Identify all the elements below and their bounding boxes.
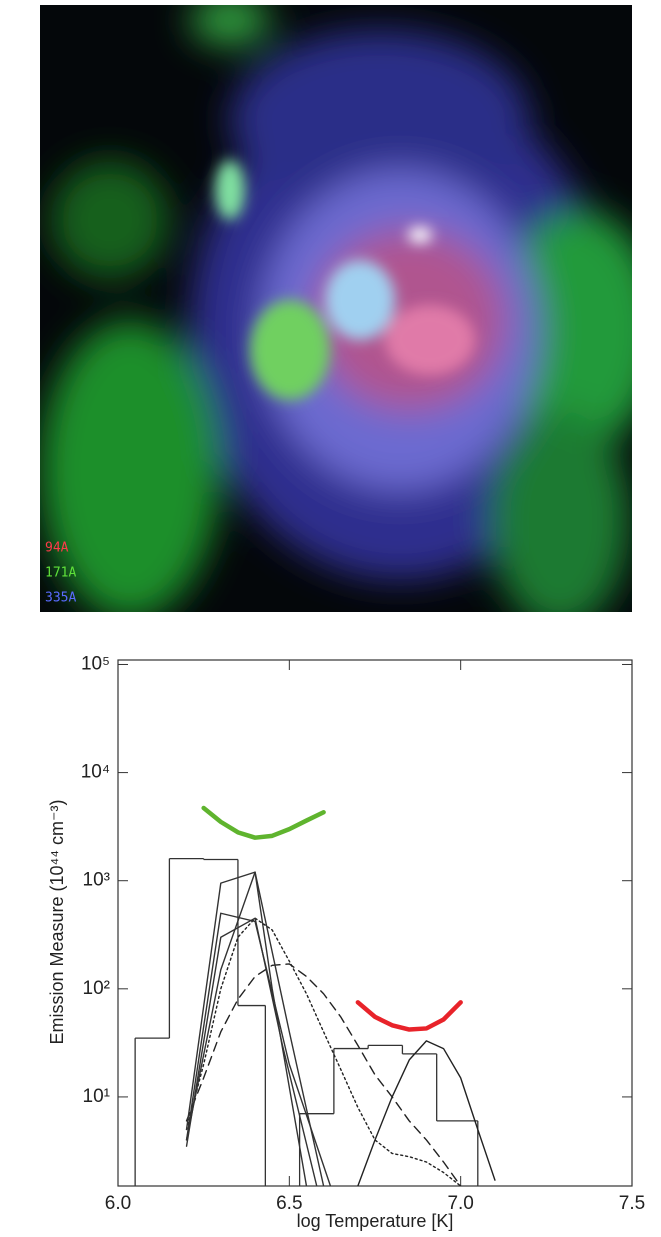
x-tick-label: 6.0: [105, 1193, 131, 1214]
data-line: [187, 913, 331, 1186]
image-label: 171A: [45, 566, 76, 581]
data-line: [204, 808, 324, 838]
figure: 94A 171A 335A log Temperature [K] Emission…: [0, 0, 661, 1237]
data-line: [358, 1041, 495, 1186]
solar-image: [40, 0, 660, 630]
plot-frame: [118, 660, 632, 1186]
y-tick-label: 10⁴: [81, 762, 110, 783]
y-tick-label: 10¹: [83, 1086, 110, 1107]
body: {"image": {"labels": [ {"text": "94A", "…: [0, 0, 661, 1237]
plot-lines: [135, 808, 495, 1205]
data-line: [358, 1002, 461, 1029]
x-tick-label: 6.5: [276, 1193, 302, 1214]
y-tick-label: 10²: [83, 978, 110, 999]
data-line: [187, 918, 461, 1186]
x-tick-label: 7.5: [619, 1193, 645, 1214]
data-line: [187, 964, 461, 1186]
y-tick-label: 10⁵: [81, 653, 110, 674]
x-tick-label: 7.0: [447, 1193, 473, 1214]
page: body { margin: 0; width: 661px; height: …: [0, 0, 661, 1237]
y-tick-label: 10³: [83, 870, 110, 891]
y-axis-label: Emission Measure (10⁴⁴ cm⁻³): [47, 799, 67, 1044]
image-label: 335A: [45, 591, 76, 606]
x-axis-label: log Temperature [K]: [297, 1211, 454, 1231]
image-label: 94A: [45, 541, 69, 556]
